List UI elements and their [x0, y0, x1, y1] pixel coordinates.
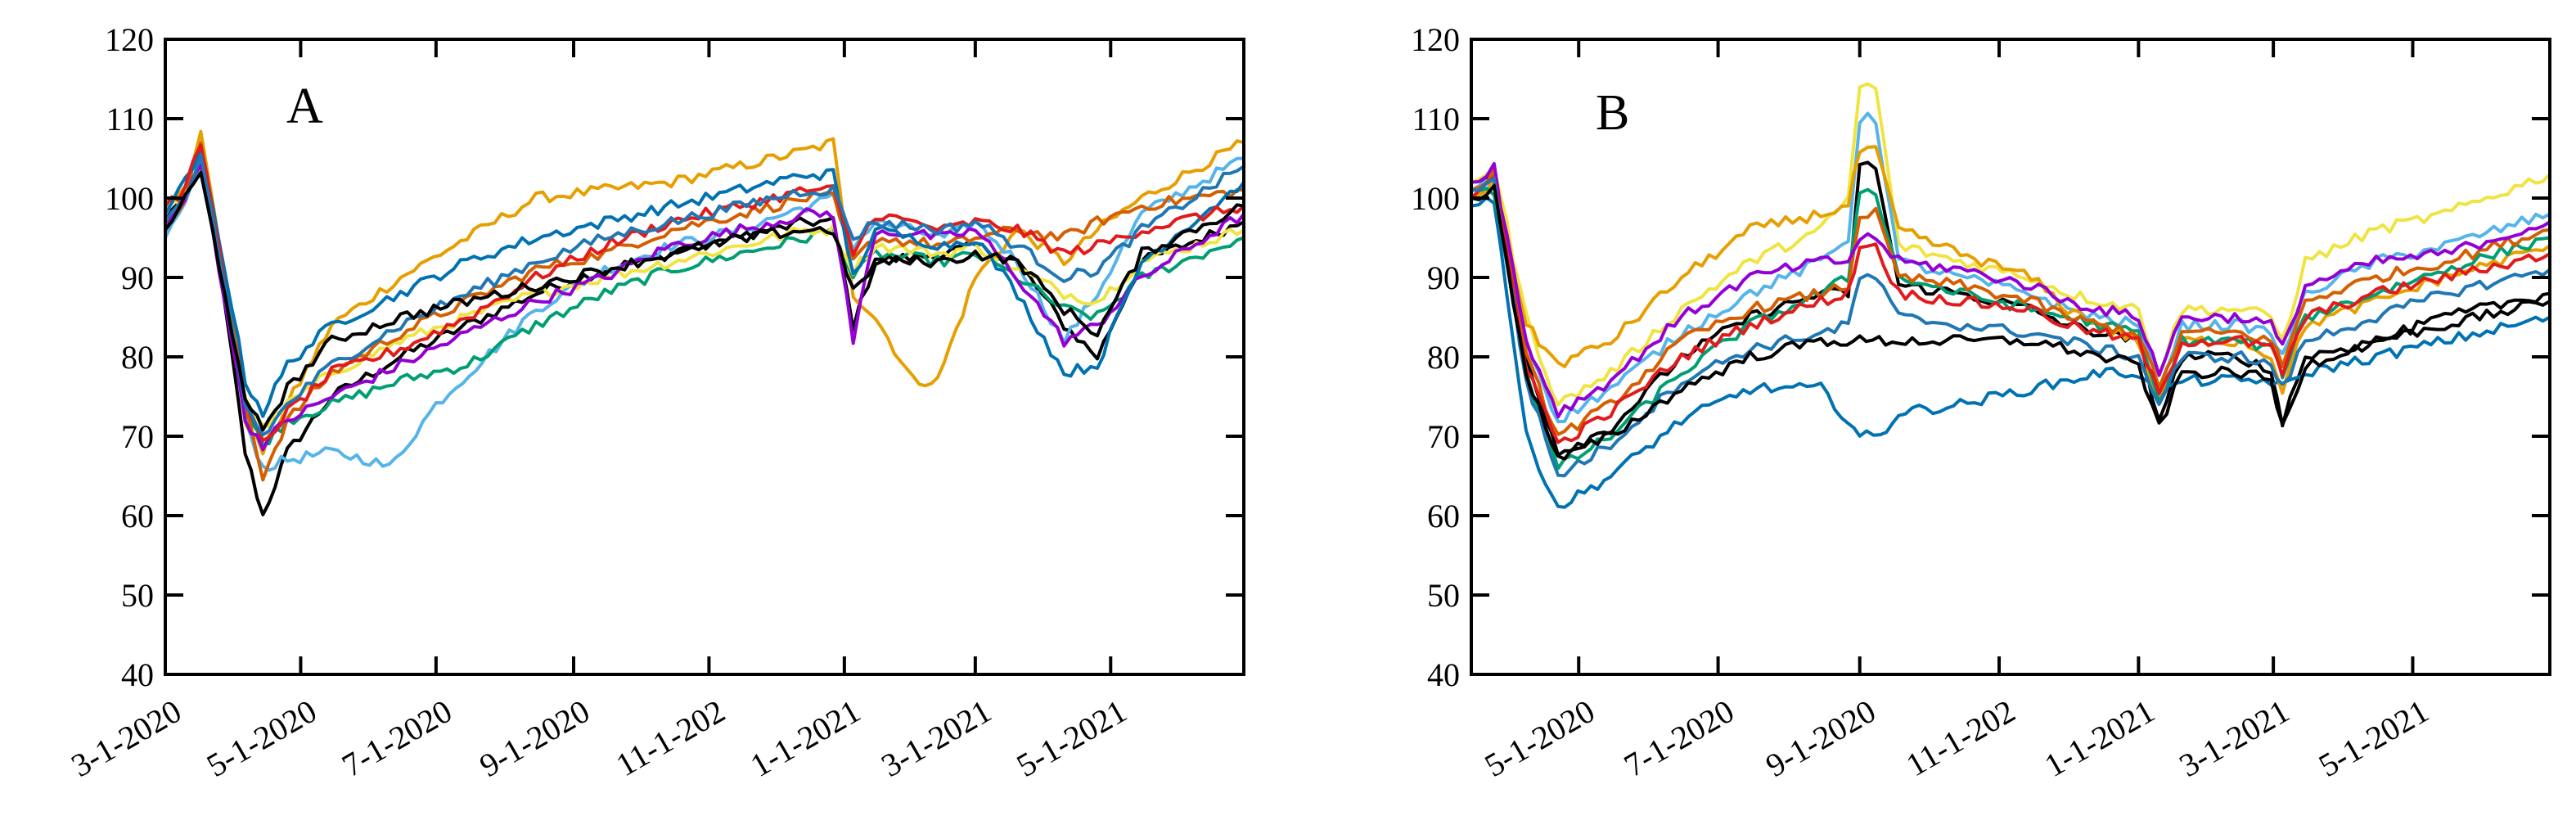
panel-b-label: B [1596, 85, 1629, 141]
panel-a-series-s6-line [165, 141, 1244, 482]
panel-b-ytick-label: 120 [1411, 21, 1460, 58]
panel-a-ytick-label: 60 [121, 498, 154, 534]
panel-a-series-s10-line [165, 153, 1244, 437]
panel-a-xtick-label: 5-1-2020 [200, 692, 322, 784]
panel-b-series-t3-line [1471, 196, 2550, 509]
panel-b-ytick-label: 60 [1427, 498, 1460, 534]
panel-a-ytick-label: 90 [121, 259, 154, 296]
panel-a-series-s7-line [165, 163, 1244, 452]
panel-b-series-t8-line [1471, 162, 2550, 419]
panel-a-ytick-label: 110 [106, 101, 154, 138]
panel-b-xtick-label: 5-1-2020 [1479, 692, 1601, 784]
panel-b-xtick-label: 3-1-2021 [2173, 692, 2295, 784]
panel-a-ytick-label: 100 [105, 180, 154, 217]
panel-a: 40 50 60 70 80 90 100 110 120 3-1-2020 5-1-2020 7-1… [65, 21, 1245, 784]
panel-a-ytick-label: 120 [105, 21, 154, 58]
panel-b-ytick-label: 90 [1427, 259, 1460, 296]
panel-a-xtick-label: 11-1-202 [610, 692, 731, 784]
panel-a-series-group [165, 129, 1244, 516]
panel-b-series-t6-line [1471, 187, 2550, 471]
panel-b-series-t4-line [1471, 111, 2550, 424]
panel-a-series-s4-line [165, 151, 1244, 446]
panel-a-plot-frame [164, 38, 1245, 676]
panel-b-ytick-label: 110 [1412, 101, 1460, 138]
panel-a-label: A [286, 79, 323, 134]
panel-b-series-group [1471, 82, 2550, 509]
panel-b-xtick-label: 9-1-2020 [1759, 692, 1881, 784]
panel-b-series-t1-line [1471, 160, 2550, 458]
panel-a-series-s8-line [165, 144, 1244, 418]
panel-b-ytick-label: 40 [1427, 656, 1460, 693]
panel-b-xtick-label: 11-1-202 [1900, 692, 2021, 784]
panel-b-xtick-label: 5-1-2021 [2313, 692, 2434, 784]
panel-b-series-t5-line [1471, 145, 2550, 401]
panel-b-ytick-label: 70 [1427, 418, 1460, 455]
panel-a-xtick-label: 9-1-2020 [473, 692, 595, 784]
panel-b-ytick-label: 100 [1411, 180, 1460, 217]
panel-b-series-t10-line [1471, 176, 2550, 478]
panel-b-xtick-label: 7-1-2020 [1618, 692, 1740, 784]
panel-a-series-s9-line [165, 143, 1244, 443]
panel-a-ytick-label: 50 [121, 577, 154, 614]
panel-b-ytick-label: 50 [1427, 577, 1460, 614]
panel-a-ytick-label: 70 [121, 418, 154, 455]
panel-b-series-t9-line [1471, 176, 2550, 444]
panel-b: 40 50 60 70 80 90 100 110 120 5-1-2020 7-1-2020 9-1… [1411, 21, 2551, 784]
panel-a-xtick-label: 1-1-2021 [744, 692, 866, 784]
panel-a-series-s2-line [165, 129, 1244, 456]
panel-a-series-s11-line [165, 170, 1244, 432]
panel-a-xtick-label: 3-1-2021 [875, 692, 997, 784]
panel-a-ytick-label: 80 [121, 339, 154, 376]
panel-a-xtick-label: 7-1-2020 [336, 692, 457, 784]
panel-a-xtick-label: 3-1-2020 [65, 692, 187, 784]
panel-a-ytick-label: 40 [121, 656, 154, 693]
panel-b-ytick-label: 80 [1427, 339, 1460, 376]
panel-b-xtick-label: 1-1-2021 [2038, 692, 2160, 784]
panel-b-series-t11-line [1471, 183, 2550, 461]
panel-a-xtick-label: 5-1-2021 [1011, 692, 1133, 784]
panel-b-series-t7-line [1471, 168, 2550, 436]
